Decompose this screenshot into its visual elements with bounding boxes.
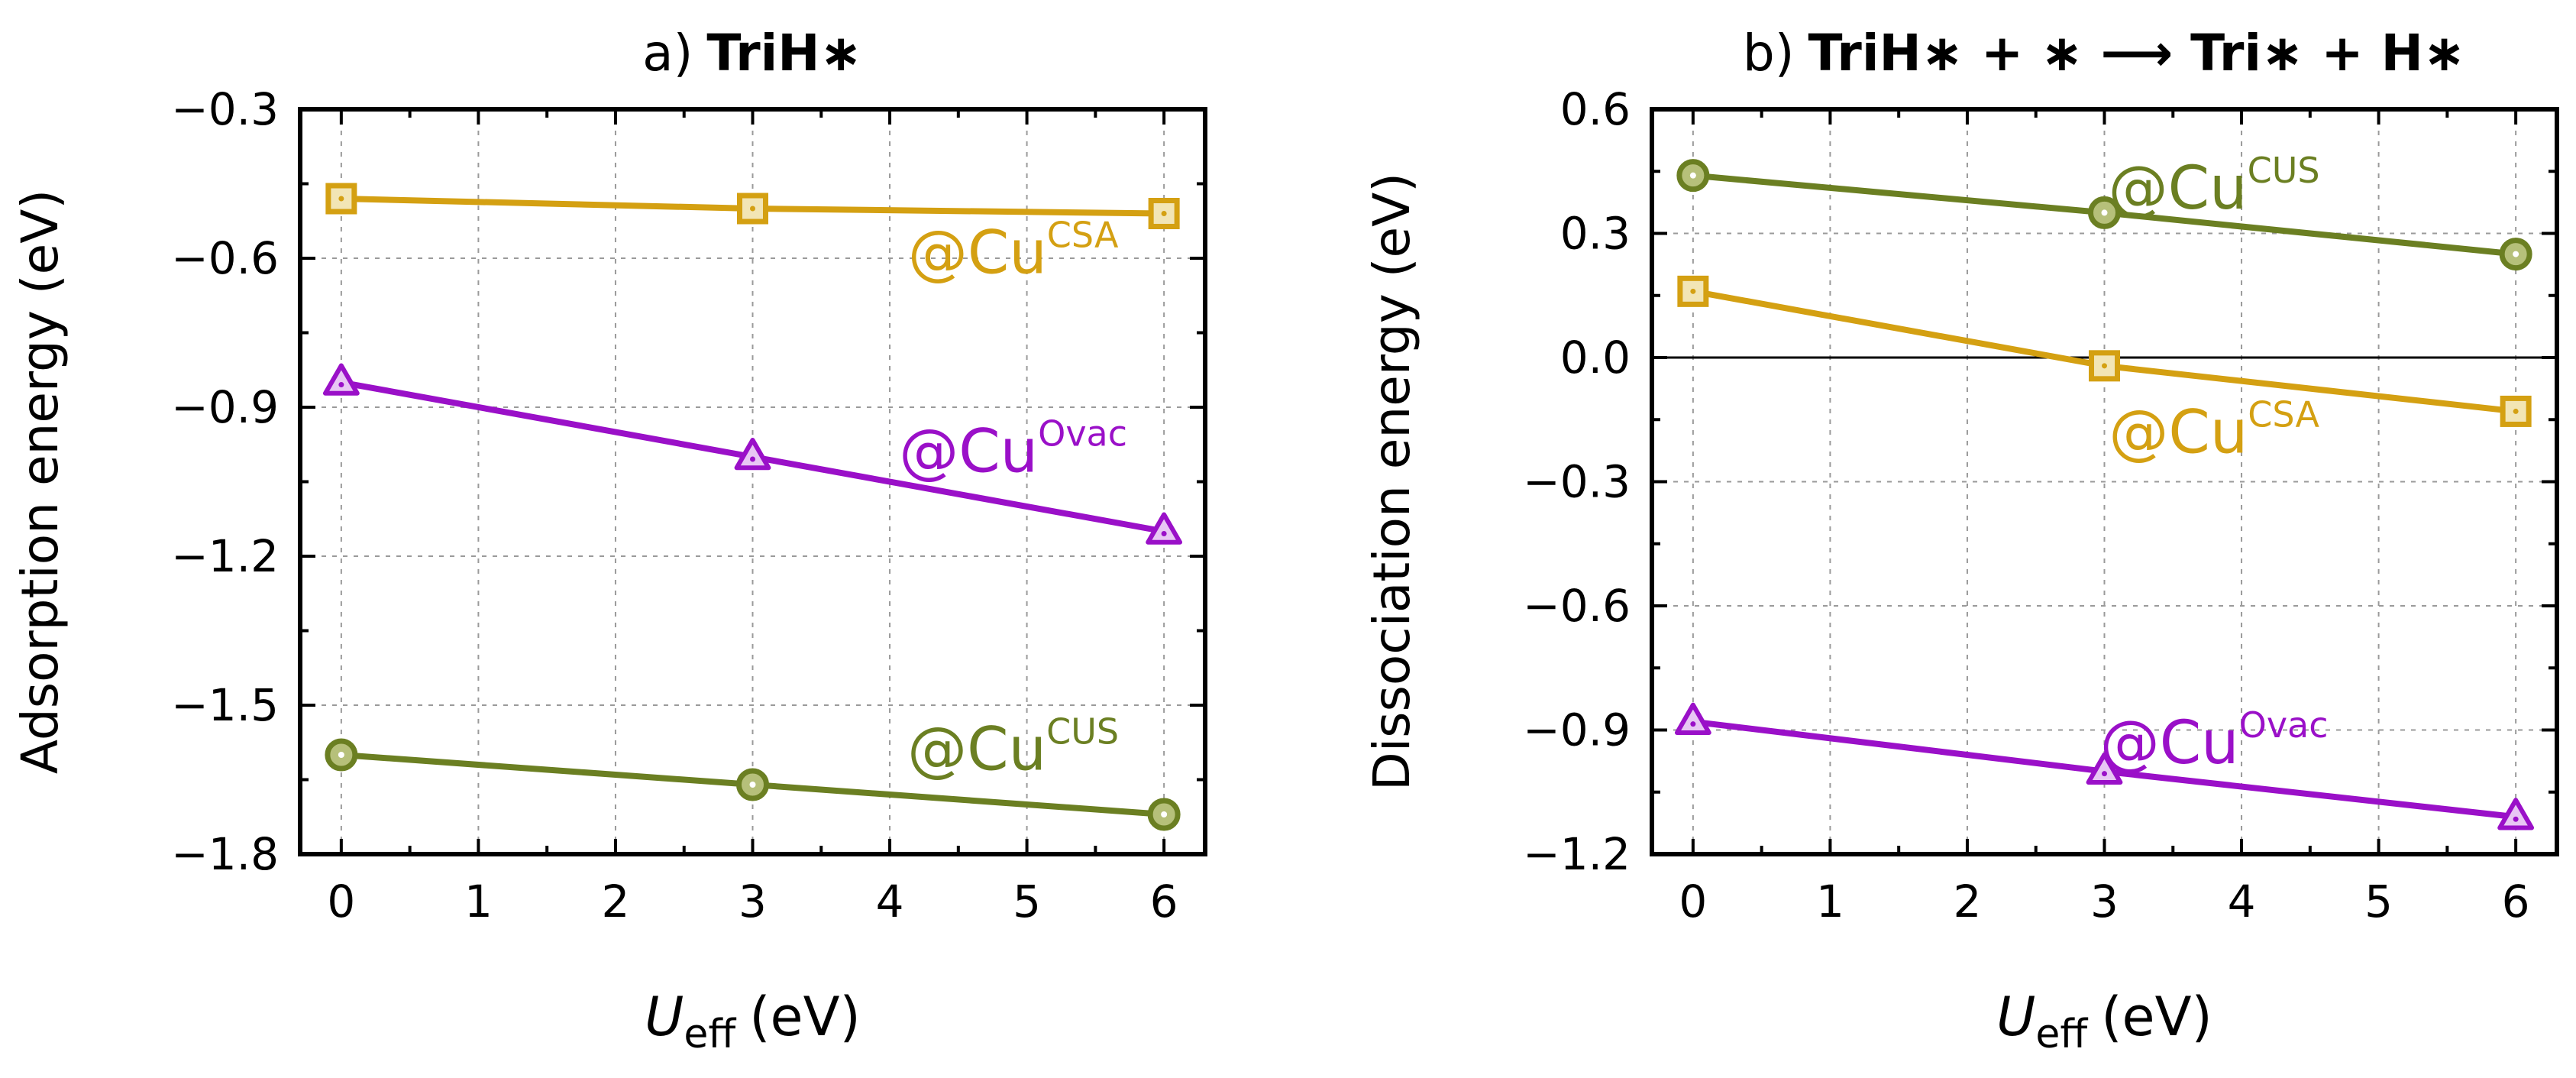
- y-tick-label: −0.9: [171, 381, 279, 433]
- data-point-center: [1690, 288, 1696, 294]
- panel-label: a): [642, 24, 693, 83]
- y-tick-label: 0.6: [1560, 83, 1631, 135]
- data-point: [737, 193, 768, 225]
- data-point-center: [1161, 531, 1167, 536]
- series-label-name: @Cu: [908, 219, 1047, 288]
- x-axis-label-sub: eff: [684, 1012, 736, 1057]
- y-tick-label: −0.9: [1523, 704, 1631, 756]
- series-label-sup: CUS: [2248, 150, 2320, 191]
- series-ovac: @CuOvac: [1674, 702, 2535, 830]
- x-tick-label: 3: [739, 876, 767, 927]
- data-point: [2089, 350, 2120, 382]
- data-point-center: [2513, 408, 2519, 414]
- data-point-center: [338, 196, 344, 202]
- x-axis-label-sub: eff: [2035, 1012, 2088, 1057]
- chart-title: a) TriH∗: [642, 24, 862, 83]
- y-tick-label: −1.5: [171, 679, 279, 731]
- x-axis-label-unit: (eV): [749, 986, 861, 1048]
- x-tick-label: 0: [1679, 876, 1707, 927]
- data-point: [734, 438, 771, 471]
- x-tick-label: 2: [1954, 876, 1982, 927]
- y-axis-label: Adsorption energy (eV): [11, 189, 69, 774]
- series-label: @CuOvac: [899, 413, 1127, 487]
- x-tick-label: 6: [2502, 876, 2530, 927]
- series-label-sup: Ovac: [1038, 413, 1127, 455]
- y-tick-label: −1.8: [171, 828, 279, 880]
- data-point-center: [750, 456, 755, 462]
- x-tick-label: 2: [602, 876, 630, 927]
- x-tick-label: 0: [327, 876, 355, 927]
- data-point-center: [1161, 211, 1167, 216]
- title-text: TriH∗: [706, 24, 861, 83]
- plot-frame: [1650, 107, 2559, 856]
- data-point-center: [1689, 172, 1696, 179]
- y-tick-label: 0.0: [1560, 332, 1631, 384]
- data-point-center: [2513, 816, 2519, 822]
- y-tick-label: −1.2: [1523, 828, 1631, 880]
- series-label: @CuCSA: [908, 215, 1119, 288]
- x-axis-label: Ueff (eV): [1996, 986, 2212, 1057]
- series-csa: @CuCSA: [1677, 275, 2532, 468]
- series-label: @CuOvac: [2100, 704, 2329, 778]
- series-cus: @CuCUS: [1676, 150, 2532, 271]
- x-tick-label: 4: [2228, 876, 2256, 927]
- title-text: TriH∗ + ∗ ⟶ Tri∗ + H∗: [1808, 24, 2466, 83]
- series-label-name: @Cu: [2109, 399, 2248, 468]
- data-point-center: [338, 382, 344, 387]
- series-label-sup: CUS: [1046, 711, 1119, 753]
- data-point-center: [749, 782, 756, 788]
- data-point-center: [338, 752, 344, 758]
- x-tick-label: 5: [2364, 876, 2393, 927]
- plot-frame: [298, 107, 1207, 856]
- y-tick-label: −0.6: [171, 232, 279, 284]
- series-label: @CuCUS: [2109, 150, 2320, 223]
- panel-a-adsorption-energy: 0 1 2 3 4 5 6−1.8−1.5−1.2−0.9−0.6−0.3@CuCSA@Cu…: [11, 24, 1207, 1057]
- x-tick-label: 4: [876, 876, 904, 927]
- chart-title: b) TriH∗ + ∗ ⟶ Tri∗ + H∗: [1743, 24, 2465, 83]
- panel-label: b): [1743, 24, 1795, 83]
- series-label-sup: Ovac: [2239, 704, 2329, 746]
- x-tick-label: 1: [1816, 876, 1844, 927]
- series-ovac: @CuOvac: [322, 363, 1183, 545]
- y-tick-label: −0.6: [1523, 580, 1631, 632]
- x-axis-label-unit: (eV): [2101, 986, 2212, 1048]
- x-tick-label: 1: [464, 876, 493, 927]
- data-point-center: [1161, 811, 1168, 817]
- data-point: [2497, 798, 2535, 830]
- x-tick-label: 3: [2090, 876, 2119, 927]
- data-point-center: [2513, 251, 2519, 257]
- y-tick-label: −0.3: [1523, 456, 1631, 508]
- series-label-name: @Cu: [2109, 154, 2248, 223]
- series-label-sup: CSA: [1047, 215, 1119, 256]
- y-tick-label: −0.3: [171, 83, 279, 135]
- data-point-center: [2101, 209, 2108, 216]
- x-axis-label: Ueff (eV): [645, 986, 861, 1057]
- y-tick-label: 0.3: [1560, 208, 1631, 260]
- x-axis-label-main: U: [645, 986, 684, 1048]
- series-label: @CuCSA: [2109, 394, 2319, 468]
- x-tick-label: 5: [1013, 876, 1041, 927]
- data-point-center: [2102, 771, 2107, 777]
- data-point-center: [2102, 363, 2107, 369]
- series-label-name: @Cu: [2100, 709, 2239, 778]
- series-cus: @CuCUS: [325, 711, 1181, 831]
- data-point: [1146, 512, 1183, 545]
- series-label-name: @Cu: [899, 418, 1038, 487]
- x-axis-label-main: U: [1996, 986, 2035, 1048]
- panel-b-dissociation-energy: 0 1 2 3 4 5 6−1.2−0.9−0.6−0.30.00.30.6@CuCUS@C…: [1362, 24, 2559, 1057]
- series-label-name: @Cu: [907, 716, 1046, 785]
- x-tick-label: 6: [1150, 876, 1178, 927]
- data-point-center: [750, 206, 755, 212]
- data-point: [2086, 752, 2123, 785]
- series-csa: @CuCSA: [325, 183, 1180, 288]
- data-point: [322, 363, 360, 396]
- series-label-sup: CSA: [2248, 394, 2319, 435]
- y-tick-label: −1.2: [171, 530, 279, 582]
- data-point: [2500, 395, 2532, 427]
- data-point: [1674, 702, 1711, 735]
- data-point-center: [1690, 721, 1696, 727]
- series-label: @CuCUS: [907, 711, 1119, 785]
- y-axis-label: Dissociation energy (eV): [1362, 173, 1421, 791]
